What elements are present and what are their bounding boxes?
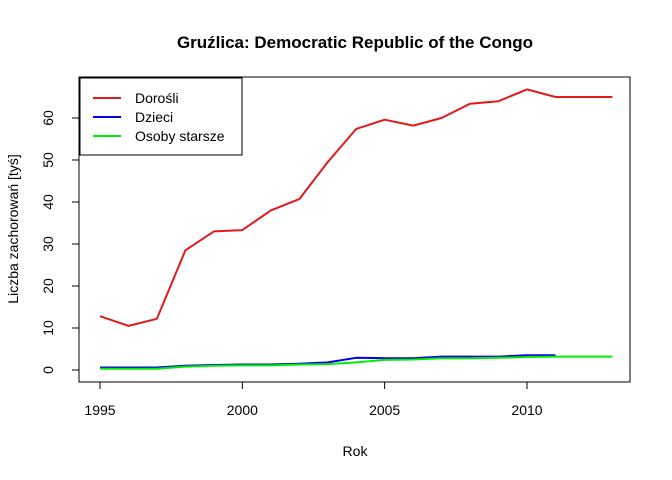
legend-label: Dorośli [135, 90, 179, 106]
x-axis: 1995 2000 2005 2010 [84, 381, 543, 418]
y-tick-label: 30 [40, 236, 56, 252]
legend-label: Osoby starsze [135, 128, 225, 144]
x-tick-label: 2000 [227, 402, 258, 418]
y-tick-label: 0 [40, 366, 56, 374]
y-axis-label: Liczba zachorowań [tyś] [5, 154, 21, 303]
y-tick-label: 40 [40, 194, 56, 210]
x-tick-label: 2010 [511, 402, 542, 418]
y-tick-label: 60 [40, 110, 56, 126]
legend-label: Dzieci [135, 109, 173, 125]
series-line-0 [99, 88, 613, 327]
series-line-2 [100, 355, 613, 370]
series-lines [99, 88, 613, 370]
y-tick-label: 20 [40, 278, 56, 294]
chart-title: Gruźlica: Democratic Republic of the Con… [177, 33, 533, 52]
x-tick-label: 2005 [369, 402, 400, 418]
legend: Dorośli Dzieci Osoby starsze [79, 77, 243, 156]
y-tick-label: 10 [40, 320, 56, 336]
x-tick-label: 1995 [84, 402, 115, 418]
y-axis: 0 10 20 30 40 50 60 [40, 110, 80, 374]
y-tick-label: 50 [40, 152, 56, 168]
x-axis-label: Rok [343, 443, 369, 459]
